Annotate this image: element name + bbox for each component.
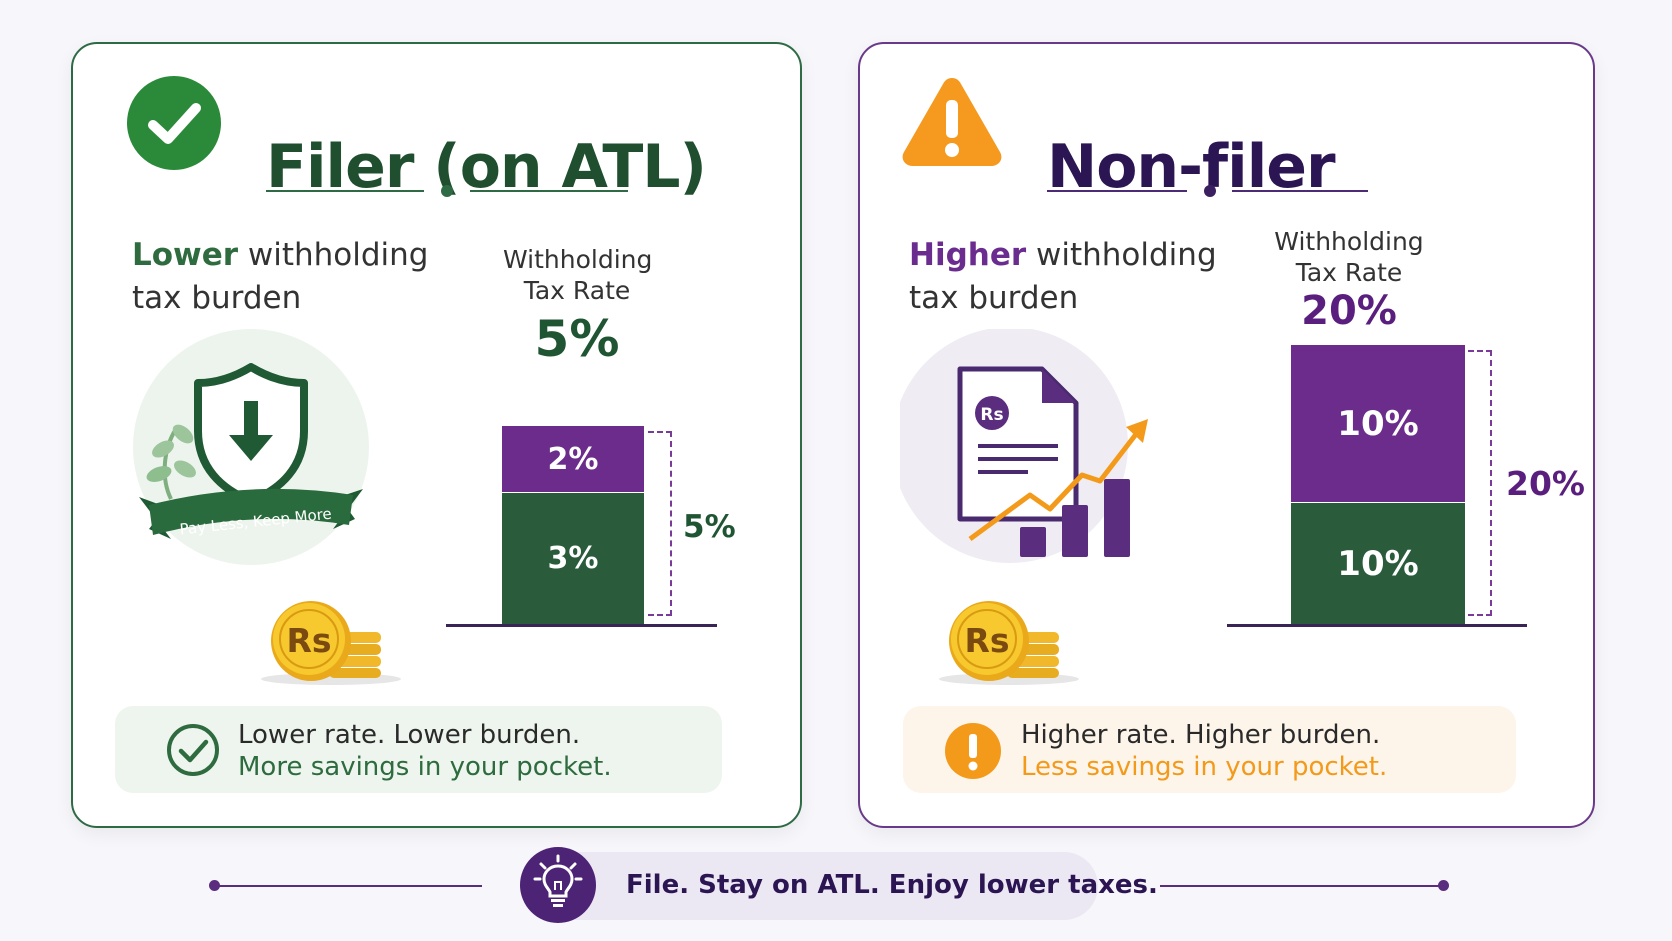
warning-triangle-icon [900,72,1004,168]
filer-withholding-label: Withholding Tax Rate [503,244,653,306]
nonfiler-burden-line2: tax burden [909,280,1079,316]
nonfiler-rate: 20% [1301,288,1397,334]
filer-coin-label: Rs [286,621,331,660]
nonfiler-burden-highlight: Higher [909,237,1027,273]
nonfiler-burden-text: Higher withholding tax burden [909,234,1217,320]
filer-card: Filer (on ATL) Lower withholding tax bur… [71,42,802,828]
nonfiler-title-divider-right [1232,190,1368,192]
footer-line-left [214,885,482,887]
filer-bar-total-label: 5% [683,509,736,545]
nonfiler-title-divider-left [1047,190,1187,192]
footer-text: File. Stay on ATL. Enjoy lower taxes. [626,870,1158,900]
filer-burden-line2: tax burden [132,280,302,316]
nonfiler-bar-total-label: 20% [1506,464,1585,503]
filer-bar-baseline [446,624,717,627]
nonfiler-doc-label: Rs [980,405,1003,425]
nonfiler-withholding-label: Withholding Tax Rate [1274,226,1424,288]
nonfiler-bar-baseline [1227,624,1527,627]
filer-note-line1: Lower rate. Lower burden. [238,720,581,750]
exclamation-circle-icon [944,722,1002,780]
nonfiler-bar-bracket [1468,350,1492,616]
filer-bar-bracket [648,431,672,616]
filer-burden-text: Lower withholding tax burden [132,234,428,320]
filer-bar-segment-bottom: 3% [502,493,644,624]
check-circle-outline-icon [166,723,220,777]
nonfiler-note: Higher rate. Higher burden. Less savings… [903,706,1516,793]
nonfiler-card: Non-filer Higher withholding tax burden … [858,42,1595,828]
filer-rate: 5% [534,310,620,368]
filer-burden-highlight: Lower [132,237,239,273]
nonfiler-withholding-label-line1: Withholding [1274,227,1424,256]
filer-title-divider-dot [441,185,453,197]
nonfiler-bar-segment-top: 10% [1291,345,1465,502]
nonfiler-withholding-label-line2: Tax Rate [1295,258,1403,287]
check-circle-icon [126,75,222,171]
filer-note-line2: More savings in your pocket. [238,752,612,782]
filer-note: Lower rate. Lower burden. More savings i… [115,706,722,793]
nonfiler-burden-rest: withholding [1026,237,1217,273]
nonfiler-coin-label: Rs [964,621,1009,660]
filer-withholding-label-line2: Tax Rate [523,276,631,305]
shield-download-icon: Pay Less, Keep More [121,329,391,579]
document-growth-chart-icon: Rs [892,327,1160,584]
lightbulb-icon [519,846,597,924]
filer-title-divider-left [266,190,424,192]
footer-line-right-dot [1438,880,1449,891]
rupee-coins-icon: Rs [939,599,1087,689]
filer-title-divider-right [470,190,628,192]
nonfiler-note-line2: Less savings in your pocket. [1021,752,1388,782]
filer-burden-rest: withholding [238,237,429,273]
filer-bar-segment-top: 2% [502,426,644,492]
filer-withholding-label-line1: Withholding [503,245,653,274]
nonfiler-note-line1: Higher rate. Higher burden. [1021,720,1381,750]
nonfiler-title-divider-dot [1204,185,1216,197]
nonfiler-bar-segment-bottom: 10% [1291,503,1465,624]
rupee-coins-icon: Rs [261,599,409,689]
footer-line-right [1160,885,1442,887]
footer-pill: File. Stay on ATL. Enjoy lower taxes. [528,852,1158,920]
